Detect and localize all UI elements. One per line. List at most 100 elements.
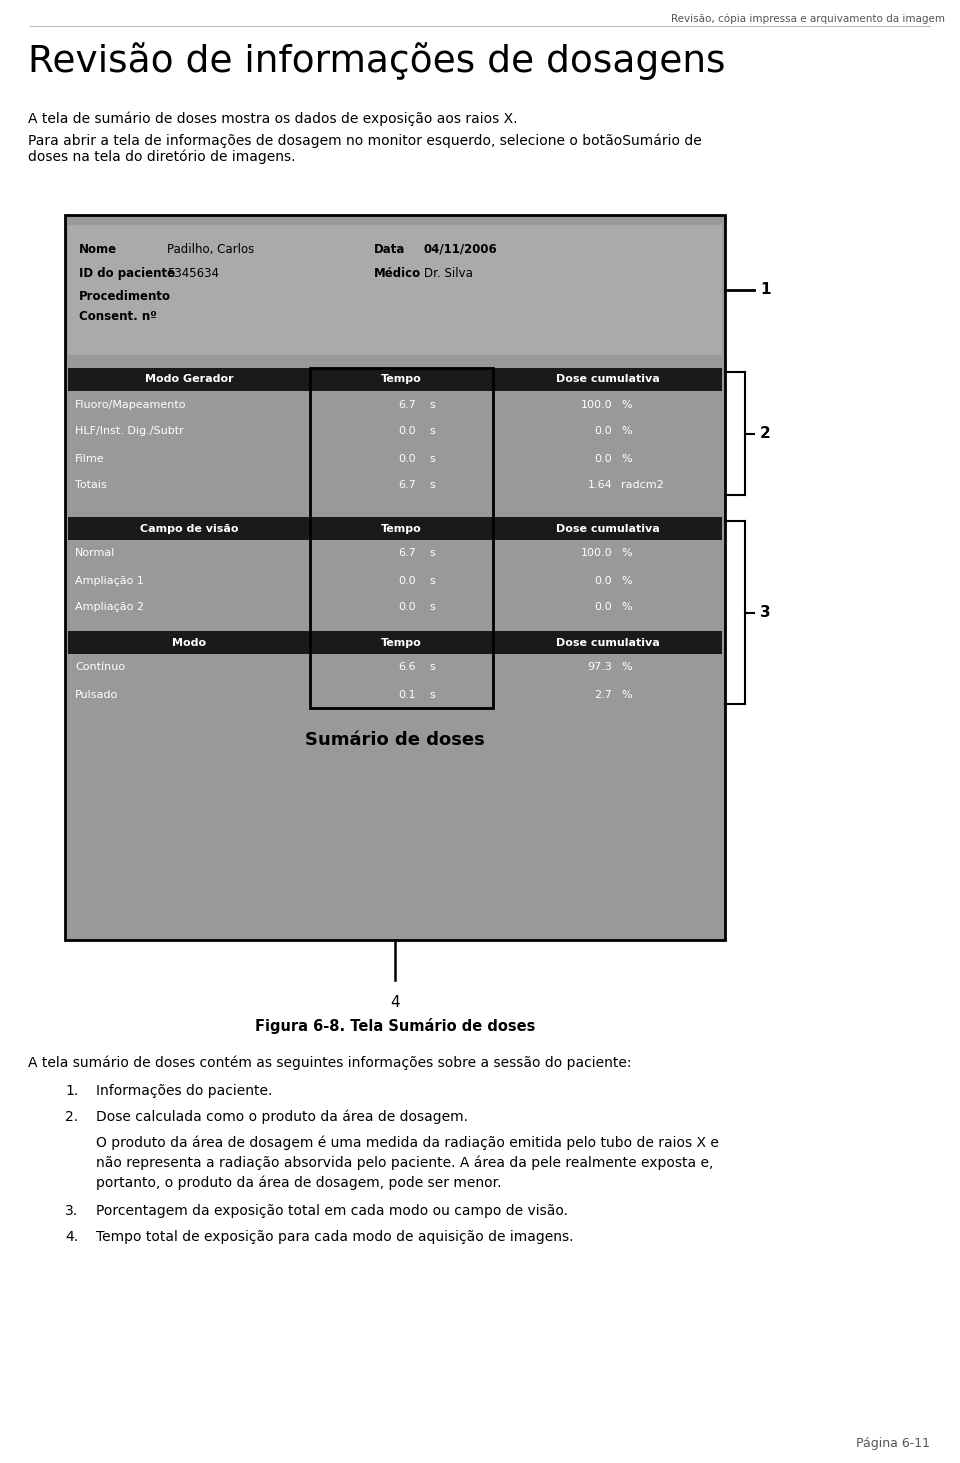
Text: %: % <box>621 549 632 559</box>
Text: Data: Data <box>374 243 405 256</box>
Text: %: % <box>621 575 632 585</box>
Text: Para abrir a tela de informações de dosagem no monitor esquerdo, selecione o bot: Para abrir a tela de informações de dosa… <box>28 133 702 148</box>
Text: 100.0: 100.0 <box>581 549 612 559</box>
Text: Tempo total de exposição para cada modo de aquisição de imagens.: Tempo total de exposição para cada modo … <box>96 1230 573 1244</box>
Text: 4: 4 <box>390 995 399 1009</box>
Text: Revisão, cópia impressa e arquivamento da imagem: Revisão, cópia impressa e arquivamento d… <box>671 15 945 25</box>
Bar <box>310 369 493 708</box>
Text: Fluoro/Mapeamento: Fluoro/Mapeamento <box>75 399 186 410</box>
Text: %: % <box>621 399 632 410</box>
Text: A tela de sumário de doses mostra os dados de exposição aos raios X.: A tela de sumário de doses mostra os dad… <box>28 113 517 126</box>
Text: %: % <box>621 689 632 699</box>
Text: s: s <box>429 549 435 559</box>
Bar <box>65 215 725 941</box>
Text: Figura 6-8. Tela Sumário de doses: Figura 6-8. Tela Sumário de doses <box>254 1018 535 1034</box>
Text: s: s <box>429 427 435 436</box>
Text: 0.0: 0.0 <box>398 603 417 613</box>
Bar <box>493 631 722 654</box>
Text: s: s <box>429 663 435 673</box>
Text: Ampliação 2: Ampliação 2 <box>75 603 144 613</box>
Text: s: s <box>429 689 435 699</box>
Text: Revisão de informações de dosagens: Revisão de informações de dosagens <box>28 42 726 80</box>
Text: Normal: Normal <box>75 549 115 559</box>
Bar <box>310 631 493 654</box>
Text: 100.0: 100.0 <box>581 399 612 410</box>
Text: s: s <box>429 603 435 613</box>
Text: HLF/Inst. Dig./Subtr: HLF/Inst. Dig./Subtr <box>75 427 183 436</box>
Bar <box>493 516 722 540</box>
Text: 2.7: 2.7 <box>594 689 612 699</box>
Text: Padilho, Carlos: Padilho, Carlos <box>167 243 254 256</box>
Bar <box>493 369 722 391</box>
Text: Contínuo: Contínuo <box>75 663 125 673</box>
Text: Tempo: Tempo <box>381 524 421 534</box>
Text: radcm2: radcm2 <box>621 480 664 490</box>
Text: s: s <box>429 575 435 585</box>
Text: 0.0: 0.0 <box>594 603 612 613</box>
Text: %: % <box>621 454 632 464</box>
Text: 2.: 2. <box>65 1110 78 1124</box>
Text: 0.0: 0.0 <box>398 454 417 464</box>
Text: 5345634: 5345634 <box>167 268 219 279</box>
Text: Porcentagem da exposição total em cada modo ou campo de visão.: Porcentagem da exposição total em cada m… <box>96 1204 568 1219</box>
Text: Consent. nº: Consent. nº <box>79 310 156 323</box>
Text: Informações do paciente.: Informações do paciente. <box>96 1084 273 1099</box>
Text: Tempo: Tempo <box>381 638 421 648</box>
Text: portanto, o produto da área de dosagem, pode ser menor.: portanto, o produto da área de dosagem, … <box>96 1176 501 1191</box>
Text: Ampliação 1: Ampliação 1 <box>75 575 144 585</box>
Text: ID do paciente: ID do paciente <box>79 268 175 279</box>
Text: Tempo: Tempo <box>381 375 421 385</box>
Text: doses na tela do diretório de imagens.: doses na tela do diretório de imagens. <box>28 151 296 164</box>
Text: não representa a radiação absorvida pelo paciente. A área da pele realmente expo: não representa a radiação absorvida pelo… <box>96 1156 713 1170</box>
Text: Totais: Totais <box>75 480 107 490</box>
Text: Modo Gerador: Modo Gerador <box>145 375 233 385</box>
Text: 6.7: 6.7 <box>398 549 417 559</box>
Text: Página 6-11: Página 6-11 <box>856 1437 930 1450</box>
Text: Pulsado: Pulsado <box>75 689 118 699</box>
Text: Dose cumulativa: Dose cumulativa <box>556 524 660 534</box>
Text: Modo: Modo <box>172 638 206 648</box>
Text: s: s <box>429 454 435 464</box>
Text: 0.0: 0.0 <box>398 427 417 436</box>
Text: 1: 1 <box>760 282 771 297</box>
Bar <box>310 516 493 540</box>
Text: 0.0: 0.0 <box>594 427 612 436</box>
Text: Dose calculada como o produto da área de dosagem.: Dose calculada como o produto da área de… <box>96 1110 468 1125</box>
Text: 6.7: 6.7 <box>398 480 417 490</box>
Text: Dose cumulativa: Dose cumulativa <box>556 375 660 385</box>
Bar <box>68 631 310 654</box>
Text: Filme: Filme <box>75 454 105 464</box>
Text: A tela sumário de doses contém as seguintes informações sobre a sessão do pacien: A tela sumário de doses contém as seguin… <box>28 1056 632 1071</box>
Text: 3.: 3. <box>65 1204 78 1219</box>
Text: 97.3: 97.3 <box>588 663 612 673</box>
Text: 3: 3 <box>760 606 771 620</box>
Text: 0.0: 0.0 <box>398 575 417 585</box>
Bar <box>68 225 722 356</box>
Text: s: s <box>429 480 435 490</box>
Text: s: s <box>429 399 435 410</box>
Text: %: % <box>621 663 632 673</box>
Text: O produto da área de dosagem é uma medida da radiação emitida pelo tubo de raios: O produto da área de dosagem é uma medid… <box>96 1135 719 1150</box>
Text: Sumário de doses: Sumário de doses <box>305 732 485 749</box>
Text: 6.6: 6.6 <box>398 663 417 673</box>
Text: Dr. Silva: Dr. Silva <box>424 268 473 279</box>
Text: 6.7: 6.7 <box>398 399 417 410</box>
Text: 04/11/2006: 04/11/2006 <box>424 243 497 256</box>
Text: 0.0: 0.0 <box>594 454 612 464</box>
Bar <box>310 369 493 391</box>
Bar <box>68 369 310 391</box>
Text: 0.0: 0.0 <box>594 575 612 585</box>
Text: 4.: 4. <box>65 1230 78 1244</box>
Text: 1.: 1. <box>65 1084 79 1099</box>
Text: 0.1: 0.1 <box>398 689 417 699</box>
Bar <box>68 516 310 540</box>
Text: 2: 2 <box>760 426 771 440</box>
Text: %: % <box>621 427 632 436</box>
Text: Dose cumulativa: Dose cumulativa <box>556 638 660 648</box>
Text: Procedimento: Procedimento <box>79 290 171 303</box>
Text: Campo de visão: Campo de visão <box>140 524 238 534</box>
Text: Nome: Nome <box>79 243 117 256</box>
Text: Médico: Médico <box>374 268 421 279</box>
Text: %: % <box>621 603 632 613</box>
Text: 1.64: 1.64 <box>588 480 612 490</box>
